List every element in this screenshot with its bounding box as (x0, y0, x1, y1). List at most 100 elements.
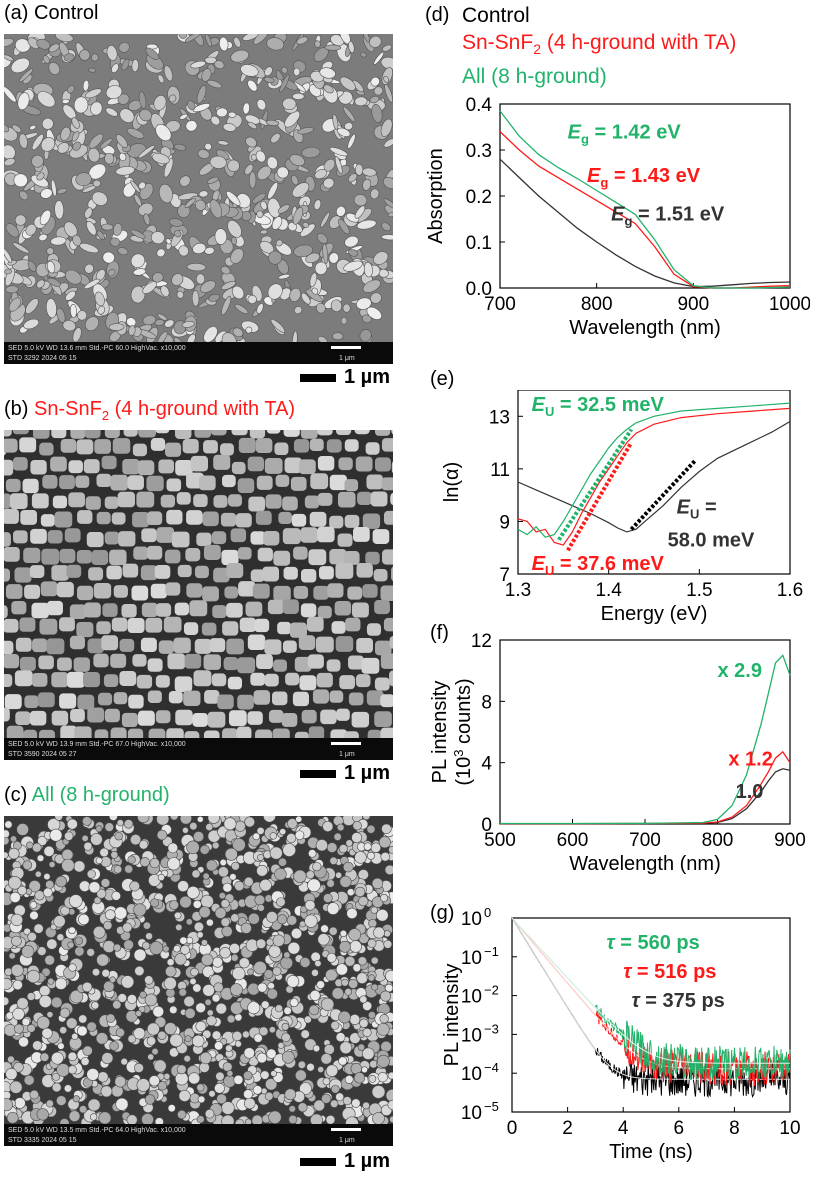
sem-grain (52, 1072, 61, 1081)
sem-grain (71, 1032, 79, 1041)
sem-grain (389, 1115, 393, 1124)
sem-grain (256, 303, 264, 314)
sem-grain (74, 726, 92, 738)
sem-grain (163, 1073, 171, 1080)
sem-grain (166, 958, 175, 967)
sem-grain (296, 36, 309, 45)
sem-grain (29, 124, 37, 131)
sem-grain (150, 898, 160, 908)
sem-grain (300, 430, 318, 439)
sem-grain (189, 977, 197, 986)
sem-grain (382, 44, 392, 52)
sem-grain (356, 563, 373, 578)
sem-grain (250, 531, 266, 545)
sem-grain (368, 1074, 377, 1083)
sem-grain (314, 169, 328, 180)
sem-grain (13, 1023, 24, 1034)
sem-grain (357, 1043, 365, 1051)
sem-grain (157, 873, 165, 881)
sem-grain (344, 551, 360, 565)
sem-grain (211, 673, 227, 687)
sem-grain (349, 940, 362, 953)
sem-grain (299, 675, 317, 691)
sem-grain (272, 728, 290, 738)
sem-grain (193, 670, 212, 687)
sem-grain (15, 711, 31, 726)
sem-grain (203, 654, 221, 670)
sem-grain (257, 982, 268, 993)
sem-grain (132, 268, 147, 276)
sem-grain (4, 459, 14, 476)
sem-grain (226, 563, 244, 579)
sem-grain (355, 456, 373, 472)
sem-grain (51, 672, 69, 688)
sem-grain (253, 960, 267, 975)
sem-grain (306, 616, 324, 632)
sem-grain (32, 430, 50, 439)
sem-grain (86, 220, 97, 236)
sem-grain (283, 430, 300, 437)
sem-grain (255, 938, 267, 949)
sem-grain (315, 839, 328, 852)
sem-grain (298, 635, 316, 650)
sem-grain (122, 458, 140, 475)
sem-grain (73, 657, 90, 672)
sem-grain (245, 136, 257, 148)
sem-grain (329, 690, 344, 703)
sem-grain (149, 857, 160, 869)
sem-grain (119, 670, 137, 686)
sem-grain (56, 307, 66, 323)
sem-grain (186, 886, 200, 899)
sem-grain (123, 430, 138, 437)
sem-grain (304, 899, 316, 911)
sem-grain (59, 1118, 70, 1124)
sem-grain (293, 546, 308, 560)
annotation-symbol: τ (632, 990, 642, 1012)
sem-grain (344, 122, 353, 131)
sem-grain (93, 582, 112, 599)
legend-all: All (8 h-ground) (462, 65, 607, 89)
annotation-eu-control: 58.0 meV (668, 529, 755, 551)
sem-grain (365, 442, 380, 455)
sem-grain (4, 1098, 13, 1112)
sem-grain (231, 285, 245, 300)
sem-grain (133, 546, 149, 560)
legend: Control Sn-SnF2 (4 h-ground with TA) All… (462, 2, 736, 90)
sem-grain (147, 690, 162, 704)
sem-grain (146, 475, 164, 492)
sem-grain (7, 1055, 15, 1064)
sem-grain (51, 1051, 64, 1065)
sem-grain (211, 841, 220, 850)
y-tick-label: 0.0 (466, 279, 492, 300)
annotation-sub: U (545, 404, 554, 419)
sem-grain (120, 975, 135, 989)
sem-grain (127, 617, 145, 634)
sem-grain (39, 618, 58, 635)
sem-grain (102, 251, 115, 264)
sem-grain (379, 1014, 389, 1024)
sem-grain (65, 290, 76, 301)
sem-grain (323, 1044, 335, 1055)
sem-grain (279, 828, 287, 836)
sem-grain (228, 710, 247, 727)
sem-grain (112, 222, 123, 236)
sem-grain (77, 310, 87, 321)
sem-grain (177, 880, 189, 893)
sem-grain (368, 1011, 376, 1019)
sem-grain (233, 36, 242, 48)
sem-grain (291, 174, 299, 186)
sem-grain (25, 298, 39, 315)
sem-grain (87, 638, 104, 654)
sem-grain (115, 166, 135, 176)
annotation-symbol: E (611, 203, 625, 225)
sem-grain (112, 438, 131, 454)
sem-grain (59, 617, 75, 632)
sem-grain (117, 491, 135, 508)
annotation-symbol: τ (623, 961, 633, 983)
sem-grain (225, 1044, 233, 1052)
sem-grain (252, 583, 270, 599)
sem-grain (247, 912, 260, 925)
sem-grain (64, 528, 81, 543)
sem-grain (66, 564, 82, 578)
y-tick-label: 10 (461, 987, 482, 1008)
